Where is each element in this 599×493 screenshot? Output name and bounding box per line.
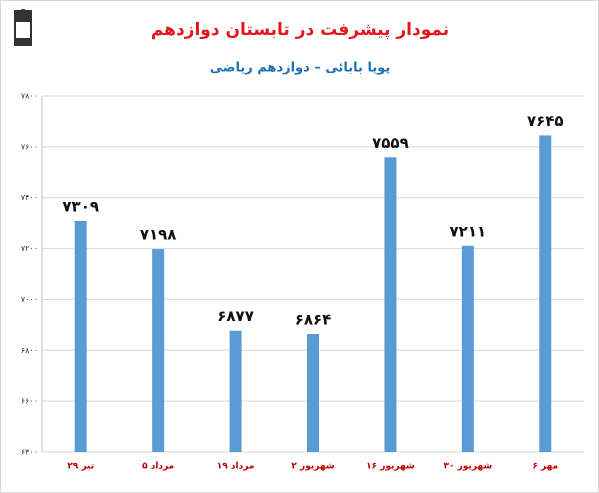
x-tick-label: ۵ مرداد — [142, 462, 174, 472]
chart-subtitle: پویا بابائی – دوازدهم ریاضی — [210, 61, 391, 76]
x-tick-label: ۲ شهریور — [291, 462, 334, 472]
y-tick-label: ۷۸۰۰ — [21, 92, 38, 101]
x-tick-label: ۱۹ مرداد — [217, 462, 255, 472]
value-label: ۷۲۱۱ — [450, 222, 487, 240]
bar — [229, 330, 242, 452]
x-tick-label: ۲۹ تیر — [67, 462, 94, 472]
y-tick-label: ۷۰۰۰ — [21, 295, 38, 304]
y-tick-label: ۷۶۰۰ — [21, 142, 38, 151]
value-label: ۷۶۴۵ — [527, 112, 564, 130]
bar — [152, 249, 165, 452]
y-tick-label: ۶۶۰۰ — [21, 397, 38, 406]
y-tick-label: ۷۴۰۰ — [21, 193, 38, 202]
x-tick-label: ۱۶ شهریور — [366, 462, 415, 472]
y-tick-label: ۷۲۰۰ — [21, 244, 38, 253]
bar — [539, 135, 552, 452]
value-label: ۷۱۹۸ — [140, 226, 177, 244]
bar — [74, 220, 87, 452]
bar — [461, 245, 474, 452]
y-tick-label: ۶۸۰۰ — [21, 346, 38, 355]
bar — [307, 334, 319, 452]
value-label: ۷۵۵۹ — [372, 134, 409, 152]
chart-title: نمودار پیشرفت در تابستان دوازدهم — [151, 20, 449, 40]
value-label: ۶۸۷۷ — [217, 307, 254, 325]
value-label: ۶۸۶۴ — [295, 311, 332, 329]
y-tick-label: ۶۴۰۰ — [21, 448, 38, 457]
x-tick-label: ۳۰ شهریور — [443, 462, 492, 472]
value-label: ۷۳۰۹ — [62, 197, 99, 215]
x-tick-label: ۶ مهر — [532, 462, 558, 472]
bar — [384, 157, 397, 453]
logo — [14, 9, 32, 46]
